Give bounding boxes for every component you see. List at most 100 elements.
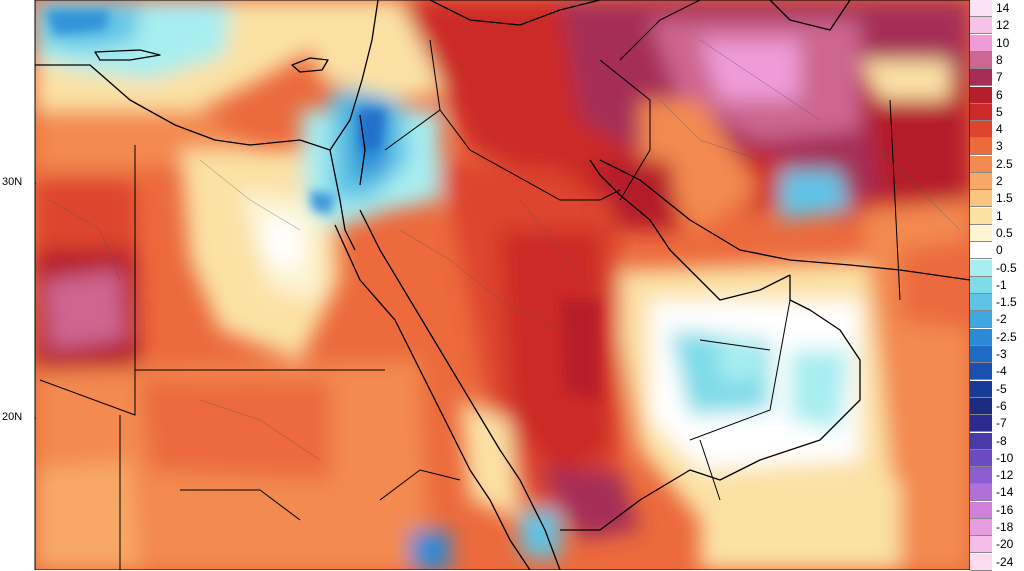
legend-label: 7 (996, 70, 1003, 85)
legend-swatch (970, 190, 992, 208)
legend-label: -1 (996, 277, 1007, 292)
legend-swatch (970, 536, 992, 554)
legend-item: 3 (970, 138, 1024, 156)
legend-swatch (970, 173, 992, 190)
legend-label: -16 (996, 502, 1014, 517)
legend-swatch (970, 276, 992, 294)
legend-swatch (970, 519, 992, 536)
legend-swatch (970, 501, 992, 519)
legend-label: -5 (996, 381, 1007, 396)
legend-swatch (970, 86, 992, 104)
lat-label-20n: 20N (2, 411, 23, 423)
legend-label: 3 (996, 139, 1003, 154)
legend-swatch (970, 484, 992, 502)
legend-item: 14 (970, 0, 1024, 17)
legend-item: -24 (970, 553, 1024, 571)
legend-item: -7 (970, 415, 1024, 433)
legend-item: -1 (970, 276, 1024, 294)
legend-item: -6 (970, 397, 1024, 415)
legend-swatch (970, 155, 992, 173)
legend-swatch (970, 242, 992, 260)
legend-item: -16 (970, 501, 1024, 519)
legend-label: -8 (996, 433, 1007, 448)
legend-label: 6 (996, 87, 1003, 102)
legend-swatch (970, 0, 992, 17)
legend-item: 4 (970, 121, 1024, 139)
legend-swatch (970, 207, 992, 225)
legend-swatch (970, 380, 992, 398)
legend-label: 2.5 (996, 156, 1013, 171)
legend-label: -12 (996, 468, 1014, 483)
legend-label: 14 (996, 1, 1010, 15)
legend-label: -2.5 (996, 329, 1017, 344)
legend-item: 7 (970, 69, 1024, 87)
legend-label: -14 (996, 485, 1014, 500)
legend-swatch (970, 467, 992, 485)
legend-item: -10 (970, 449, 1024, 467)
legend-item: -5 (970, 380, 1024, 398)
legend-item: -4 (970, 363, 1024, 381)
legend-swatch (970, 121, 992, 139)
legend-label: 4 (996, 122, 1003, 137)
legend-swatch (970, 328, 992, 346)
legend-label: -7 (996, 416, 1007, 431)
legend-label: -6 (996, 398, 1007, 413)
legend-swatch (970, 69, 992, 87)
legend-label: 0 (996, 243, 1003, 258)
legend-swatch (970, 138, 992, 156)
legend-label: -4 (996, 364, 1007, 379)
legend-label: -18 (996, 520, 1014, 534)
legend-item: 0.5 (970, 224, 1024, 242)
legend-label: -24 (996, 554, 1014, 569)
legend-item: 2 (970, 173, 1024, 190)
legend-item: -2 (970, 311, 1024, 329)
legend-label: 5 (996, 104, 1003, 119)
legend-label: 2 (996, 174, 1003, 188)
legend-item: -20 (970, 536, 1024, 554)
legend-swatch (970, 34, 992, 52)
legend-item: 6 (970, 86, 1024, 104)
legend-item: -1.5 (970, 294, 1024, 312)
legend-swatch (970, 259, 992, 277)
legend-item: 1 (970, 207, 1024, 225)
legend-label: -10 (996, 450, 1014, 465)
legend-swatch (970, 17, 992, 35)
legend-swatch (970, 294, 992, 312)
color-legend: 14 12 10 8 7 6 5 4 3 2.5 2 1.5 1 0.5 0 -0.5 -1 -1.5 -2 -2.5… (970, 0, 1024, 571)
legend-item: 2.5 (970, 155, 1024, 173)
legend-item: 1.5 (970, 190, 1024, 208)
legend-swatch (970, 415, 992, 433)
legend-swatch (970, 103, 992, 121)
legend-label: 0.5 (996, 225, 1013, 240)
legend-item: 5 (970, 103, 1024, 121)
legend-label: -0.5 (996, 260, 1017, 275)
legend-item: 12 (970, 17, 1024, 35)
legend-item: -2.5 (970, 328, 1024, 346)
legend-label: -2 (996, 312, 1007, 327)
legend-swatch (970, 346, 992, 363)
legend-item: 8 (970, 51, 1024, 69)
legend-item: -12 (970, 467, 1024, 485)
legend-item: -18 (970, 519, 1024, 536)
legend-label: -20 (996, 537, 1014, 552)
legend-label: 12 (996, 18, 1010, 33)
legend-swatch (970, 51, 992, 69)
legend-label: 1 (996, 208, 1003, 223)
legend-swatch (970, 553, 992, 571)
legend-item: -8 (970, 432, 1024, 450)
legend-swatch (970, 397, 992, 415)
legend-label: 8 (996, 52, 1003, 67)
legend-swatch (970, 224, 992, 242)
legend-label: 10 (996, 35, 1010, 50)
legend-item: 10 (970, 34, 1024, 52)
legend-swatch (970, 311, 992, 329)
lat-label-30n: 30N (2, 176, 23, 188)
legend-item: -0.5 (970, 259, 1024, 277)
legend-item: 0 (970, 242, 1024, 260)
legend-swatch (970, 363, 992, 381)
legend-label: 1.5 (996, 191, 1013, 206)
legend-label: -1.5 (996, 295, 1017, 310)
legend-item: -14 (970, 484, 1024, 502)
legend-label: -3 (996, 347, 1007, 361)
